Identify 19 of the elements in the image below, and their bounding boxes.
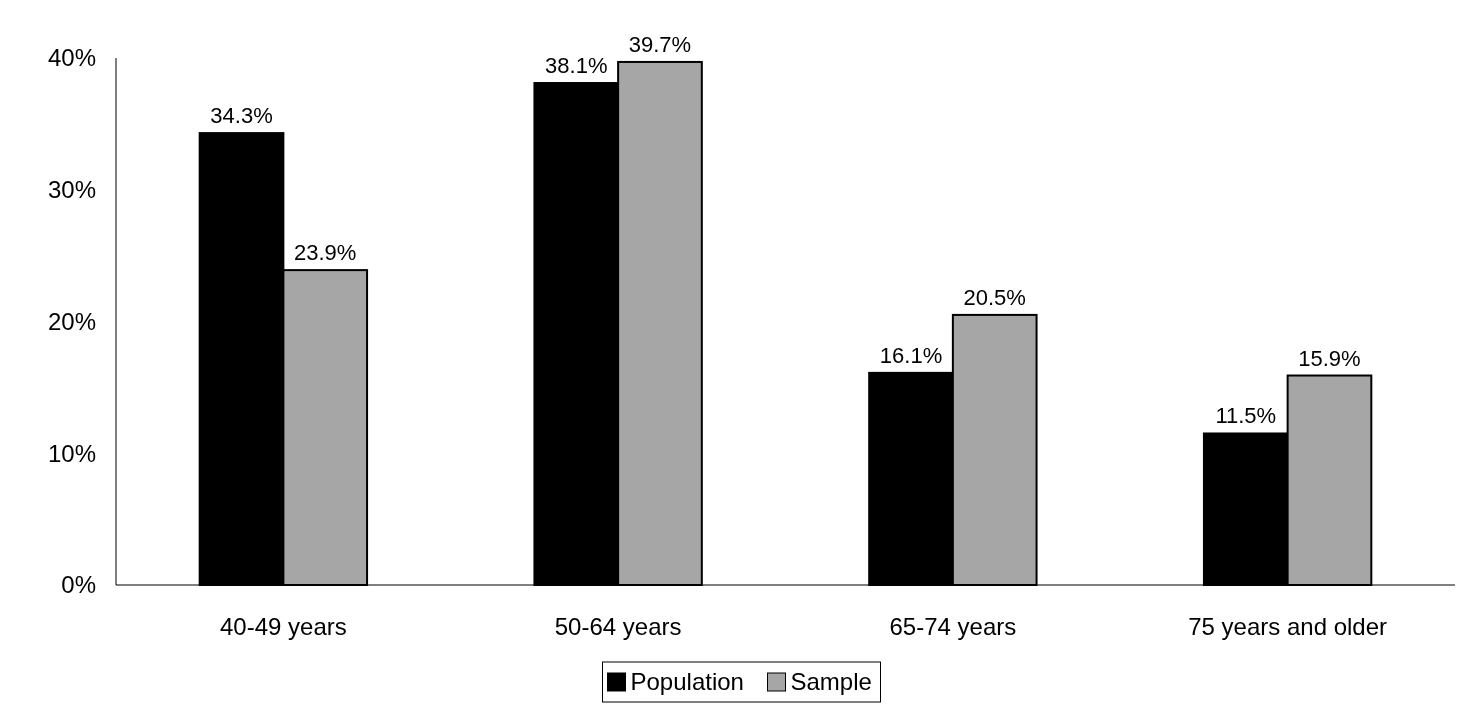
x-tick-label: 75 years and older	[1188, 613, 1388, 640]
y-tick-label: 40%	[47, 44, 96, 72]
legend-label: Sample	[790, 668, 872, 696]
y-tick-label: 30%	[47, 176, 96, 204]
y-tick-label: 0%	[61, 571, 96, 599]
legend-label: Population	[630, 668, 744, 696]
y-tick-label: 20%	[47, 307, 96, 335]
data-label: 15.9%	[1298, 345, 1361, 371]
data-label: 34.3%	[210, 103, 273, 129]
data-label: 20.5%	[963, 284, 1026, 310]
y-tick-label: 10%	[47, 439, 96, 467]
x-tick-label: 65-74 years	[889, 613, 1017, 640]
data-label: 11.5%	[1215, 403, 1277, 429]
data-label: 39.7%	[628, 31, 692, 57]
x-tick-label: 40-49 years	[220, 613, 347, 640]
data-label: 23.9%	[294, 240, 357, 266]
x-tick-label: 50-64 years	[554, 613, 682, 640]
data-label: 38.1%	[545, 53, 608, 79]
data-label: 16.1%	[879, 342, 943, 368]
